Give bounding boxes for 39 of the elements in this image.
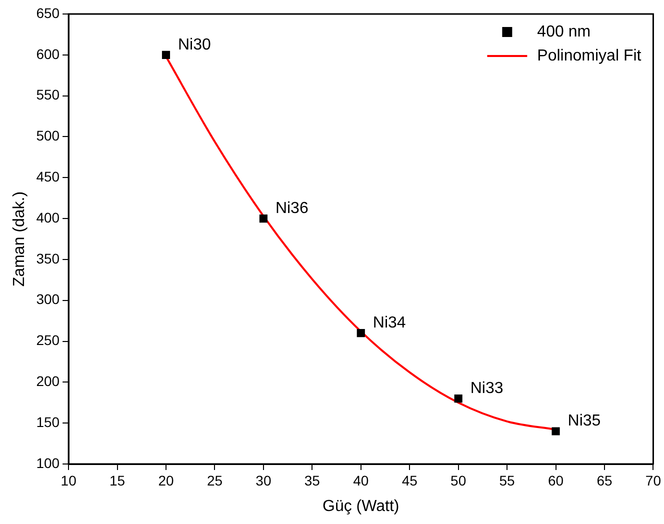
y-tick-label: 350 <box>36 250 60 266</box>
y-tick-label: 150 <box>36 414 60 430</box>
y-tick-label: 550 <box>36 86 60 103</box>
x-tick-label: 15 <box>109 472 126 488</box>
point <box>552 427 560 436</box>
x-tick-label: 30 <box>256 472 272 488</box>
annotation: Ni34 <box>372 314 406 332</box>
point <box>259 214 268 223</box>
y-tick-label: 400 <box>36 209 60 226</box>
annotation: Ni35 <box>568 412 601 430</box>
x-tick-label: 55 <box>499 472 516 488</box>
point <box>454 394 462 403</box>
y-tick-label: 450 <box>36 168 60 184</box>
y-tick-label: 250 <box>36 332 60 348</box>
y-tick-label: 300 <box>36 291 60 308</box>
y-tick-label: 500 <box>36 128 60 144</box>
annotation: Ni33 <box>470 380 504 397</box>
legend-label: Polinomiyal Fit <box>537 47 642 64</box>
x-tick-label: 35 <box>304 472 320 488</box>
x-tick-label: 45 <box>402 472 418 488</box>
x-tick-label: 65 <box>596 472 612 488</box>
point <box>356 329 365 338</box>
x-tick-label: 60 <box>548 472 564 488</box>
legend-label: 400 nm <box>537 23 591 40</box>
annotation: Ni30 <box>178 36 212 54</box>
x-axis-title: Güç (Watt) <box>322 498 400 515</box>
x-tick-label: 10 <box>60 472 77 488</box>
x-tick-label: 50 <box>450 472 466 488</box>
point <box>162 50 170 59</box>
y-tick-label: 600 <box>36 46 60 62</box>
y-tick-label: 200 <box>36 373 60 390</box>
x-tick-label: 25 <box>206 472 223 488</box>
annotation: Ni36 <box>275 200 308 217</box>
y-tick-label: 650 <box>36 4 60 21</box>
x-tick-label: 20 <box>158 472 174 488</box>
x-tick-label: 70 <box>645 472 662 488</box>
y-axis-title: Zaman (dak.) <box>11 191 28 287</box>
y-tick-label: 100 <box>36 454 60 471</box>
x-tick-label: 40 <box>353 472 369 488</box>
